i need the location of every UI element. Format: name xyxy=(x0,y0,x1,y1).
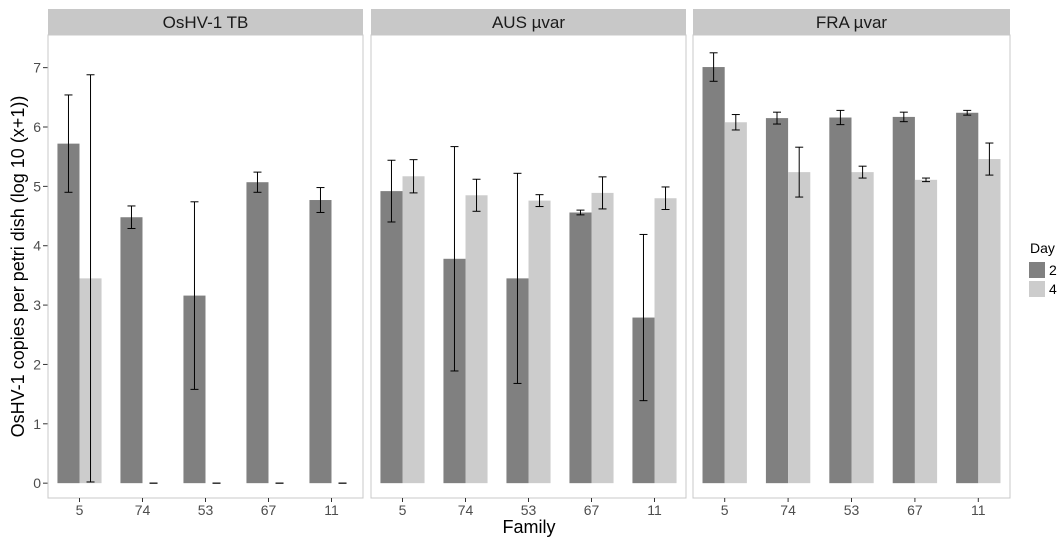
bar xyxy=(829,117,852,484)
y-tick-label: 4 xyxy=(33,238,41,254)
x-tick-label: 67 xyxy=(584,502,600,518)
legend-label: 2 xyxy=(1049,262,1057,278)
facet-strip xyxy=(693,9,1010,35)
y-tick-label: 2 xyxy=(33,356,41,372)
y-tick-label: 7 xyxy=(33,60,41,76)
facet-strip xyxy=(48,9,363,35)
bar xyxy=(956,112,979,484)
x-tick-label: 53 xyxy=(521,502,537,518)
bar xyxy=(765,118,789,484)
bar xyxy=(528,200,551,484)
bar xyxy=(120,217,143,484)
x-tick-label: 11 xyxy=(647,502,662,518)
bar xyxy=(569,212,592,484)
bar xyxy=(654,198,677,484)
x-tick-label: 11 xyxy=(324,502,339,518)
bar xyxy=(57,143,80,484)
x-tick-label: 11 xyxy=(971,502,986,518)
legend-label: 4 xyxy=(1049,281,1057,297)
bar xyxy=(788,172,811,484)
facet-title: AUS µvar xyxy=(492,13,565,32)
x-tick-label: 74 xyxy=(135,502,151,518)
legend-swatch xyxy=(1029,262,1045,278)
x-tick-label: 74 xyxy=(780,502,796,518)
y-axis-title: OsHV-1 copies per petri dish (log 10 (x+… xyxy=(8,96,28,438)
x-tick-label: 5 xyxy=(399,502,407,518)
legend-swatch xyxy=(1029,281,1045,297)
y-tick-label: 5 xyxy=(33,178,41,194)
bar xyxy=(380,191,403,484)
x-tick-label: 67 xyxy=(907,502,923,518)
x-tick-label: 67 xyxy=(261,502,277,518)
bar xyxy=(851,172,874,484)
x-tick-label: 74 xyxy=(458,502,474,518)
bar xyxy=(591,192,614,484)
x-tick-label: 5 xyxy=(721,502,729,518)
x-axis-title: Family xyxy=(503,517,556,537)
y-tick-label: 3 xyxy=(33,297,41,313)
bar xyxy=(892,116,915,484)
facet-strip xyxy=(371,9,686,35)
y-tick-label: 1 xyxy=(33,416,41,432)
bar xyxy=(978,159,1001,484)
bar xyxy=(465,195,488,484)
x-tick-label: 5 xyxy=(76,502,84,518)
y-tick-label: 0 xyxy=(33,475,41,491)
x-tick-label: 53 xyxy=(198,502,214,518)
bar xyxy=(724,122,747,484)
bar xyxy=(402,176,425,484)
bar xyxy=(914,179,938,484)
bar xyxy=(309,200,332,484)
bar xyxy=(246,182,269,484)
bar xyxy=(702,67,725,484)
x-tick-label: 53 xyxy=(844,502,860,518)
facet-title: OsHV-1 TB xyxy=(163,13,249,32)
legend-title: Day xyxy=(1030,240,1055,256)
y-tick-label: 6 xyxy=(33,119,41,135)
facet-title: FRA µvar xyxy=(816,13,888,32)
